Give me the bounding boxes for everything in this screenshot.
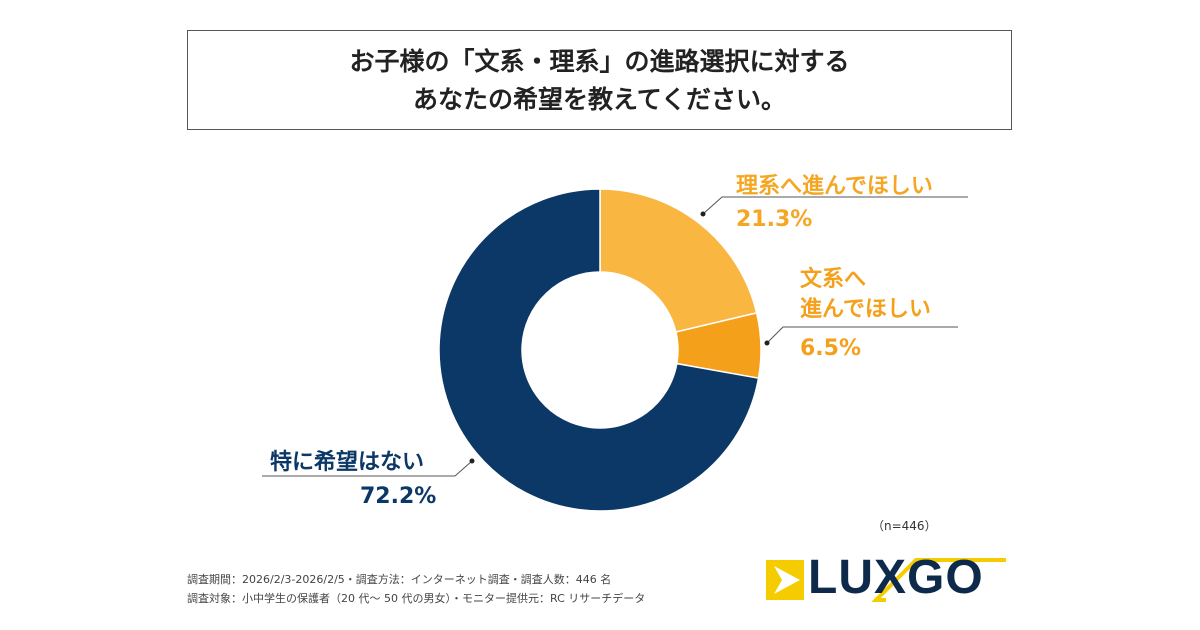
label-none: 特に希望はない xyxy=(270,450,425,475)
value-bunkei: 6.5% xyxy=(800,336,862,361)
label-bunkei: 文系へ 進んでほしい xyxy=(800,265,931,325)
leader-line-bunkei xyxy=(766,326,958,344)
sample-size: （n=446） xyxy=(872,519,937,533)
donut-slice-2 xyxy=(438,188,760,512)
leader-dot-bunkei xyxy=(764,340,770,346)
footer-line-2: 調査対象：小中学生の保護者（20 代～ 50 代の男女）・モニター提供元：RC … xyxy=(187,592,646,605)
title-line-1: お子様の「文系・理系」の進路選択に対する xyxy=(349,47,850,76)
label-bunkei-line-2: 進んでほしい xyxy=(800,297,931,322)
leader-line-rikei xyxy=(702,196,968,215)
label-rikei: 理系へ進んでほしい xyxy=(736,174,933,199)
footer-line-1: 調査期間：2026/2/3-2026/2/5・調査方法：インターネット調査・調査… xyxy=(187,573,612,586)
value-none: 72.2% xyxy=(360,484,437,509)
leader-lines xyxy=(262,196,968,477)
title-line-2: あなたの希望を教えてください。 xyxy=(412,85,786,114)
leader-dot-rikei xyxy=(700,211,706,217)
label-bunkei-line-1: 文系へ xyxy=(800,267,867,292)
donut-slice-0 xyxy=(599,188,758,333)
luxgo-logo: LUXGO xyxy=(766,551,1011,604)
leader-dot-none xyxy=(469,458,475,464)
value-rikei: 21.3% xyxy=(736,207,813,232)
logo-text: LUXGO xyxy=(808,551,984,604)
title-box: お子様の「文系・理系」の進路選択に対する あなたの希望を教えてください。 xyxy=(187,30,1012,130)
leader-line-none xyxy=(262,460,473,477)
